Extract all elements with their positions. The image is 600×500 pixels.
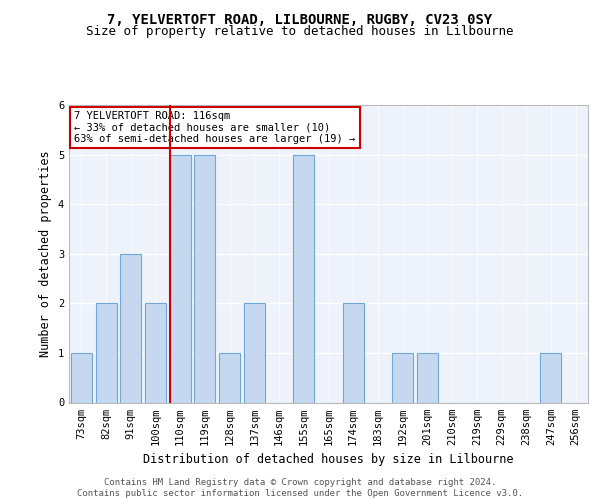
- Text: 7, YELVERTOFT ROAD, LILBOURNE, RUGBY, CV23 0SY: 7, YELVERTOFT ROAD, LILBOURNE, RUGBY, CV…: [107, 12, 493, 26]
- Text: 7 YELVERTOFT ROAD: 116sqm
← 33% of detached houses are smaller (10)
63% of semi-: 7 YELVERTOFT ROAD: 116sqm ← 33% of detac…: [74, 111, 355, 144]
- Text: Contains HM Land Registry data © Crown copyright and database right 2024.
Contai: Contains HM Land Registry data © Crown c…: [77, 478, 523, 498]
- Bar: [194, 154, 215, 402]
- Bar: [417, 353, 438, 403]
- Bar: [145, 304, 166, 402]
- Bar: [71, 353, 92, 403]
- Bar: [95, 304, 116, 402]
- Bar: [170, 154, 191, 402]
- X-axis label: Distribution of detached houses by size in Lilbourne: Distribution of detached houses by size …: [143, 453, 514, 466]
- Y-axis label: Number of detached properties: Number of detached properties: [40, 150, 52, 357]
- Bar: [293, 154, 314, 402]
- Bar: [120, 254, 141, 402]
- Bar: [244, 304, 265, 402]
- Text: Size of property relative to detached houses in Lilbourne: Size of property relative to detached ho…: [86, 25, 514, 38]
- Bar: [343, 304, 364, 402]
- Bar: [219, 353, 240, 403]
- Bar: [392, 353, 413, 403]
- Bar: [541, 353, 562, 403]
